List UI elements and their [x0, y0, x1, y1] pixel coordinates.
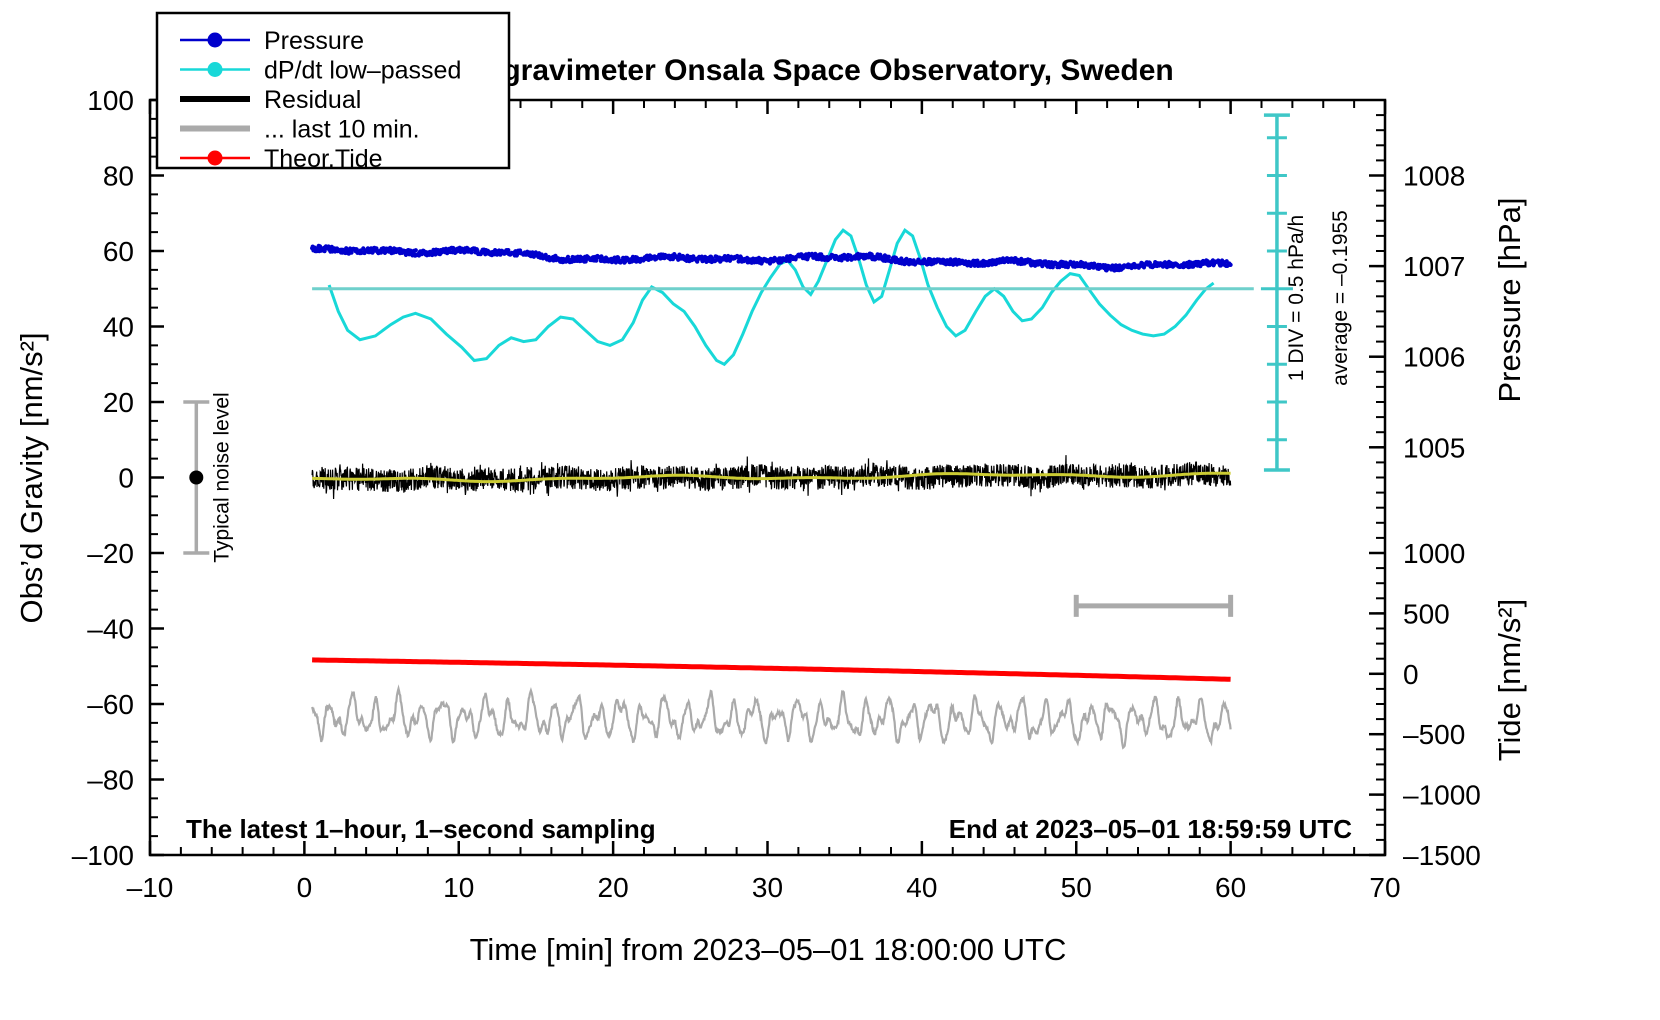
- tide-tick-label: 0: [1403, 659, 1419, 690]
- dpdt-scale-bar: [1260, 113, 1293, 472]
- series-pressure-points: [310, 243, 1233, 273]
- y-axis-right-pressure: 1008 1007 1006 1005: [1369, 161, 1465, 463]
- last-10-min-range-bar: [1073, 594, 1234, 617]
- legend-marker: [207, 150, 223, 166]
- x-tick-label: 0: [297, 872, 313, 903]
- tide-tick-label: –500: [1403, 719, 1465, 750]
- tide-tick-label: –1000: [1403, 780, 1481, 811]
- pressure-tick-label: 1006: [1403, 342, 1465, 373]
- y-tick-label: 0: [118, 463, 134, 494]
- y-axis-label-left: Obs’d Gravity [nm/s²]: [14, 332, 49, 623]
- x-tick-label: 20: [598, 872, 629, 903]
- y-tick-label: –100: [72, 840, 134, 871]
- y-tick-label: –80: [87, 765, 134, 796]
- x-tick-label: 30: [752, 872, 783, 903]
- x-axis-label: Time [min] from 2023–05–01 18:00:00 UTC: [470, 932, 1067, 967]
- y-axis-label-right-pressure: Pressure [hPa]: [1492, 197, 1527, 402]
- bottom-right-annotation: End at 2023–05–01 18:59:59 UTC: [949, 814, 1352, 844]
- x-tick-label: –10: [127, 872, 174, 903]
- x-axis: –10 0 10 20 30 40 50 60 70: [127, 100, 1401, 903]
- legend-marker: [207, 32, 223, 48]
- average-label: average = –0.1955: [1329, 210, 1352, 386]
- y-axis-right-minor-ticks: [1376, 99, 1385, 856]
- y-axis-label-right-tide: Tide [nm/s²]: [1492, 599, 1527, 762]
- x-tick-label: 60: [1215, 872, 1246, 903]
- legend-marker: [207, 62, 223, 77]
- bottom-left-annotation: The latest 1–hour, 1–second sampling: [186, 814, 656, 844]
- series-theor-tide: [312, 657, 1231, 682]
- y-axis-right-tide: 1000 500 0 –500 –1000 –1500: [1369, 538, 1481, 871]
- legend-label: Pressure: [264, 27, 364, 55]
- y-tick-label: 80: [103, 161, 134, 192]
- pressure-tick-label: 1005: [1403, 432, 1465, 463]
- x-tick-label: 70: [1369, 872, 1400, 903]
- y-tick-label: 40: [103, 312, 134, 343]
- y-tick-label: –20: [87, 538, 134, 569]
- x-tick-label: 10: [443, 872, 474, 903]
- legend-item-3[interactable]: ... last 10 min.: [180, 116, 420, 144]
- y-tick-label: 100: [87, 85, 134, 116]
- series-last-10-min: [311, 684, 1232, 750]
- x-tick-label: 50: [1061, 872, 1092, 903]
- y-tick-label: 60: [103, 236, 134, 267]
- div-scale-label: 1 DIV = 0.5 hPa/h: [1285, 215, 1308, 381]
- series-residual-smoothed: [312, 471, 1231, 484]
- series-residual: [311, 455, 1232, 500]
- legend-item-4[interactable]: Theor.Tide: [180, 145, 383, 173]
- noise-level-label: Typical noise level: [210, 392, 233, 562]
- legend-item-0[interactable]: Pressure: [180, 27, 364, 55]
- tide-tick-label: –1500: [1403, 840, 1481, 871]
- pressure-tick-label: 1008: [1403, 161, 1465, 192]
- y-tick-label: –60: [87, 689, 134, 720]
- data-series-layer: [310, 227, 1254, 750]
- legend-label: Theor.Tide: [264, 145, 383, 173]
- legend-label: dP/dt low–passed: [264, 57, 461, 85]
- legend-label: Residual: [264, 86, 361, 114]
- pressure-tick-label: 1007: [1403, 251, 1465, 282]
- legend-label: ... last 10 min.: [264, 116, 420, 144]
- legend-item-1[interactable]: dP/dt low–passed: [180, 57, 461, 85]
- x-tick-label: 40: [906, 872, 937, 903]
- y-tick-label: –40: [87, 614, 134, 645]
- y-axis-left: 100 80 60 40 20 0 –20 –40 –60 –80 –100: [72, 85, 164, 871]
- typical-noise-level-marker: Typical noise level: [183, 392, 233, 563]
- tide-tick-label: 500: [1403, 598, 1450, 629]
- y-tick-label: 20: [103, 387, 134, 418]
- tide-tick-label: 1000: [1403, 538, 1465, 569]
- legend-item-2[interactable]: Residual: [180, 86, 361, 114]
